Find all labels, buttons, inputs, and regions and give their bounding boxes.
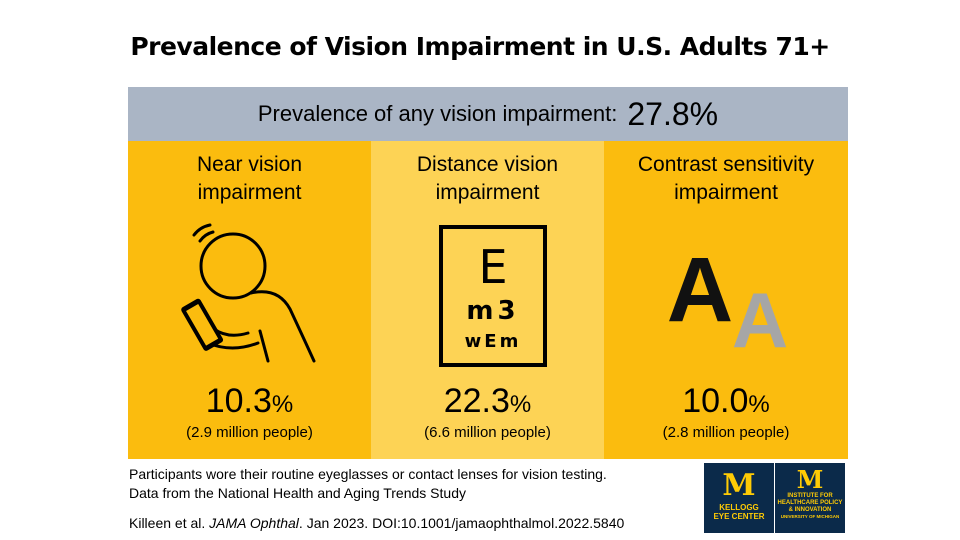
banner-value: 27.8% — [627, 95, 719, 132]
distance-vision-panel: Distance vision impairment E m3 wEm 22.3… — [371, 141, 604, 459]
faded-letter: A — [732, 276, 788, 364]
citation-journal: JAMA Ophthal — [209, 515, 299, 531]
kellogg-eye-center-logo: M KELLOGG EYE CENTER — [704, 463, 774, 533]
panel-title: Contrast sensitivity impairment — [604, 151, 848, 207]
footnote-line2: Data from the National Health and Aging … — [129, 485, 466, 501]
citation: Killeen et al. JAMA Ophthal. Jan 2023. D… — [129, 515, 624, 531]
panel-unit: % — [748, 391, 770, 418]
contrast-letters-icon: A A — [604, 221, 848, 371]
panel-title: Distance vision impairment — [371, 151, 604, 207]
panel-people-count: (2.9 million people) — [186, 424, 313, 441]
logo-line2: HEALTHCARE POLICY — [777, 500, 843, 506]
panel-title-line2: impairment — [674, 181, 778, 204]
ihpi-logo: M INSTITUTE FOR HEALTHCARE POLICY & INNO… — [775, 463, 845, 533]
block-m-mark: M — [722, 468, 756, 503]
chart-row-3: wEm — [465, 331, 522, 352]
panel-title-line2: impairment — [197, 181, 302, 204]
page-title: Prevalence of Vision Impairment in U.S. … — [130, 32, 830, 61]
panel-unit: % — [509, 391, 532, 418]
citation-authors: Killeen et al. — [129, 515, 206, 531]
banner-label: Prevalence of any vision impairment: — [257, 101, 618, 126]
panel-title-line1: Near vision — [196, 153, 303, 176]
panel-people-count: (2.8 million people) — [662, 424, 790, 441]
panel-value: 10.0 — [682, 382, 749, 420]
panel-title-line2: impairment — [435, 181, 540, 204]
panel-value: 10.3 — [205, 382, 272, 420]
eye-chart-icon: E m3 wEm — [371, 221, 604, 371]
panel-unit: % — [271, 391, 294, 418]
panel-title: Near vision impairment — [128, 151, 371, 207]
chart-row-1: E — [478, 240, 507, 294]
panel-percentage: 22.3% — [371, 381, 604, 425]
panel-percentage: 10.3% — [128, 381, 371, 425]
logo-line2: EYE CENTER — [713, 512, 765, 521]
dark-letter: A — [667, 239, 733, 341]
logo-line3: & INNOVATION — [788, 507, 832, 513]
contrast-sensitivity-panel: Contrast sensitivity impairment A A 10.0… — [604, 141, 848, 459]
person-reading-icon — [128, 221, 371, 371]
panel-title-line1: Distance vision — [416, 153, 559, 176]
panel-percentage: 10.0% — [604, 381, 848, 425]
block-m-mark: M — [796, 465, 824, 494]
near-vision-panel: Near vision impairment 10.3% (2.9 millio… — [128, 141, 371, 459]
logo-line1: KELLOGG — [719, 503, 759, 512]
panel-value: 22.3 — [443, 382, 510, 420]
chart-row-2: m3 — [466, 296, 519, 326]
logo-line1: INSTITUTE FOR — [787, 493, 833, 499]
logo-line4: UNIVERSITY OF MICHIGAN — [780, 514, 840, 519]
panel-people-count: (6.6 million people) — [424, 424, 551, 441]
panel-title-line1: Contrast sensitivity — [637, 153, 815, 176]
overall-prevalence-banner: Prevalence of any vision impairment: 27.… — [128, 87, 848, 141]
footnote-line1: Participants wore their routine eyeglass… — [129, 466, 607, 482]
footnotes: Participants wore their routine eyeglass… — [129, 465, 607, 503]
citation-rest: . Jan 2023. DOI:10.1001/jamaophthalmol.2… — [298, 515, 625, 531]
